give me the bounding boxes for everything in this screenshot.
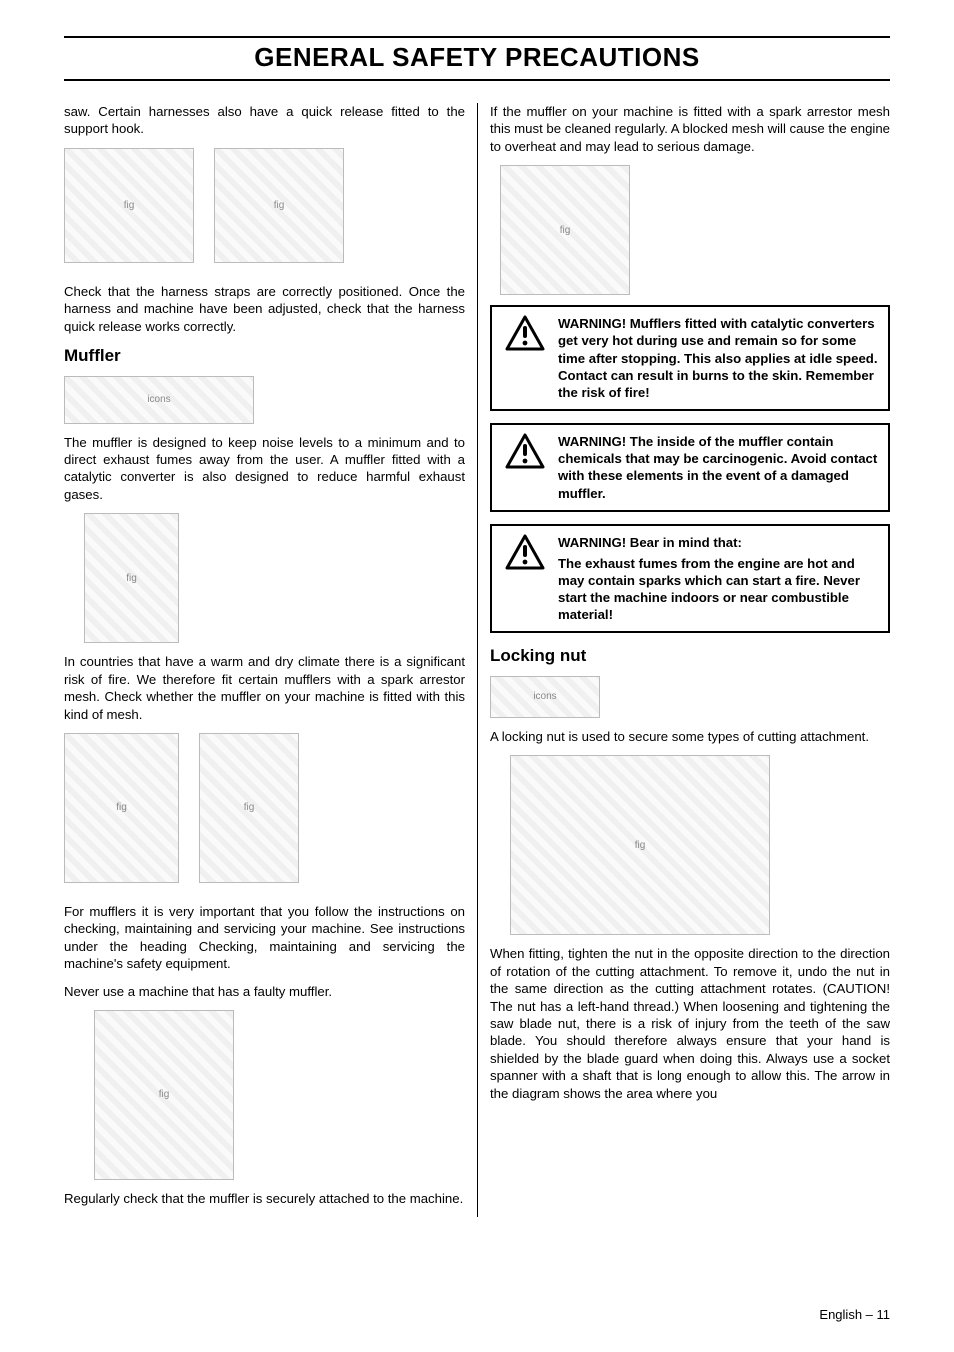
- warning-box-1: WARNING! Mufflers fitted with catalytic …: [490, 305, 890, 411]
- figure-locknut-icons: icons: [490, 676, 600, 718]
- page-footer: English – 11: [819, 1307, 890, 1322]
- warning-icon: [502, 433, 548, 502]
- column-left: saw. Certain harnesses also have a quick…: [64, 103, 477, 1217]
- rule-bottom: [64, 79, 890, 81]
- para-muffler-attached: Regularly check that the muffler is secu…: [64, 1190, 465, 1207]
- para-muffler-instructions: For mufflers it is very important that y…: [64, 903, 465, 973]
- warning-box-3: WARNING! Bear in mind that: The exhaust …: [490, 524, 890, 634]
- page-title: GENERAL SAFETY PRECAUTIONS: [64, 42, 890, 79]
- figure-harness-release-1: fig: [64, 148, 194, 263]
- para-spark-mesh: If the muffler on your machine is fitted…: [490, 103, 890, 155]
- para-locknut-intro: A locking nut is used to secure some typ…: [490, 728, 890, 745]
- figure-muffler-forbidden: fig: [94, 1010, 234, 1180]
- para-muffler-design: The muffler is designed to keep noise le…: [64, 434, 465, 504]
- figure-muffler-hot-1: fig: [64, 733, 179, 883]
- figure-locknut-diagram: fig: [510, 755, 770, 935]
- para-locknut-instructions: When fitting, tighten the nut in the opp…: [490, 945, 890, 1102]
- para-muffler-spark: In countries that have a warm and dry cl…: [64, 653, 465, 723]
- warning-icon: [502, 315, 548, 401]
- warning-box-2: WARNING! The inside of the muffler conta…: [490, 423, 890, 512]
- warning-text-1: WARNING! Mufflers fitted with catalytic …: [558, 315, 878, 401]
- figure-muffler-hot-row: fig fig: [64, 733, 465, 893]
- figure-harness-row: fig fig: [64, 148, 465, 273]
- heading-muffler: Muffler: [64, 345, 465, 367]
- warning-text-3-lead: WARNING! Bear in mind that:: [558, 534, 878, 551]
- para-harness-intro: saw. Certain harnesses also have a quick…: [64, 103, 465, 138]
- columns: saw. Certain harnesses also have a quick…: [64, 103, 890, 1217]
- para-harness-check: Check that the harness straps are correc…: [64, 283, 465, 335]
- warning-text-3-body: The exhaust fumes from the engine are ho…: [558, 556, 860, 622]
- figure-maintenance-icons: icons: [64, 376, 254, 424]
- warning-text-2: WARNING! The inside of the muffler conta…: [558, 433, 878, 502]
- page: GENERAL SAFETY PRECAUTIONS saw. Certain …: [0, 0, 954, 1352]
- warning-text-3: WARNING! Bear in mind that: The exhaust …: [558, 534, 878, 624]
- figure-muffler-hot-2: fig: [199, 733, 299, 883]
- figure-harness-release-2: fig: [214, 148, 344, 263]
- figure-muffler: fig: [84, 513, 179, 643]
- para-muffler-faulty: Never use a machine that has a faulty mu…: [64, 983, 465, 1000]
- rule-top: [64, 36, 890, 38]
- heading-locking-nut: Locking nut: [490, 645, 890, 667]
- figure-muffler-clean: fig: [500, 165, 630, 295]
- warning-icon: [502, 534, 548, 624]
- column-right: If the muffler on your machine is fitted…: [477, 103, 890, 1217]
